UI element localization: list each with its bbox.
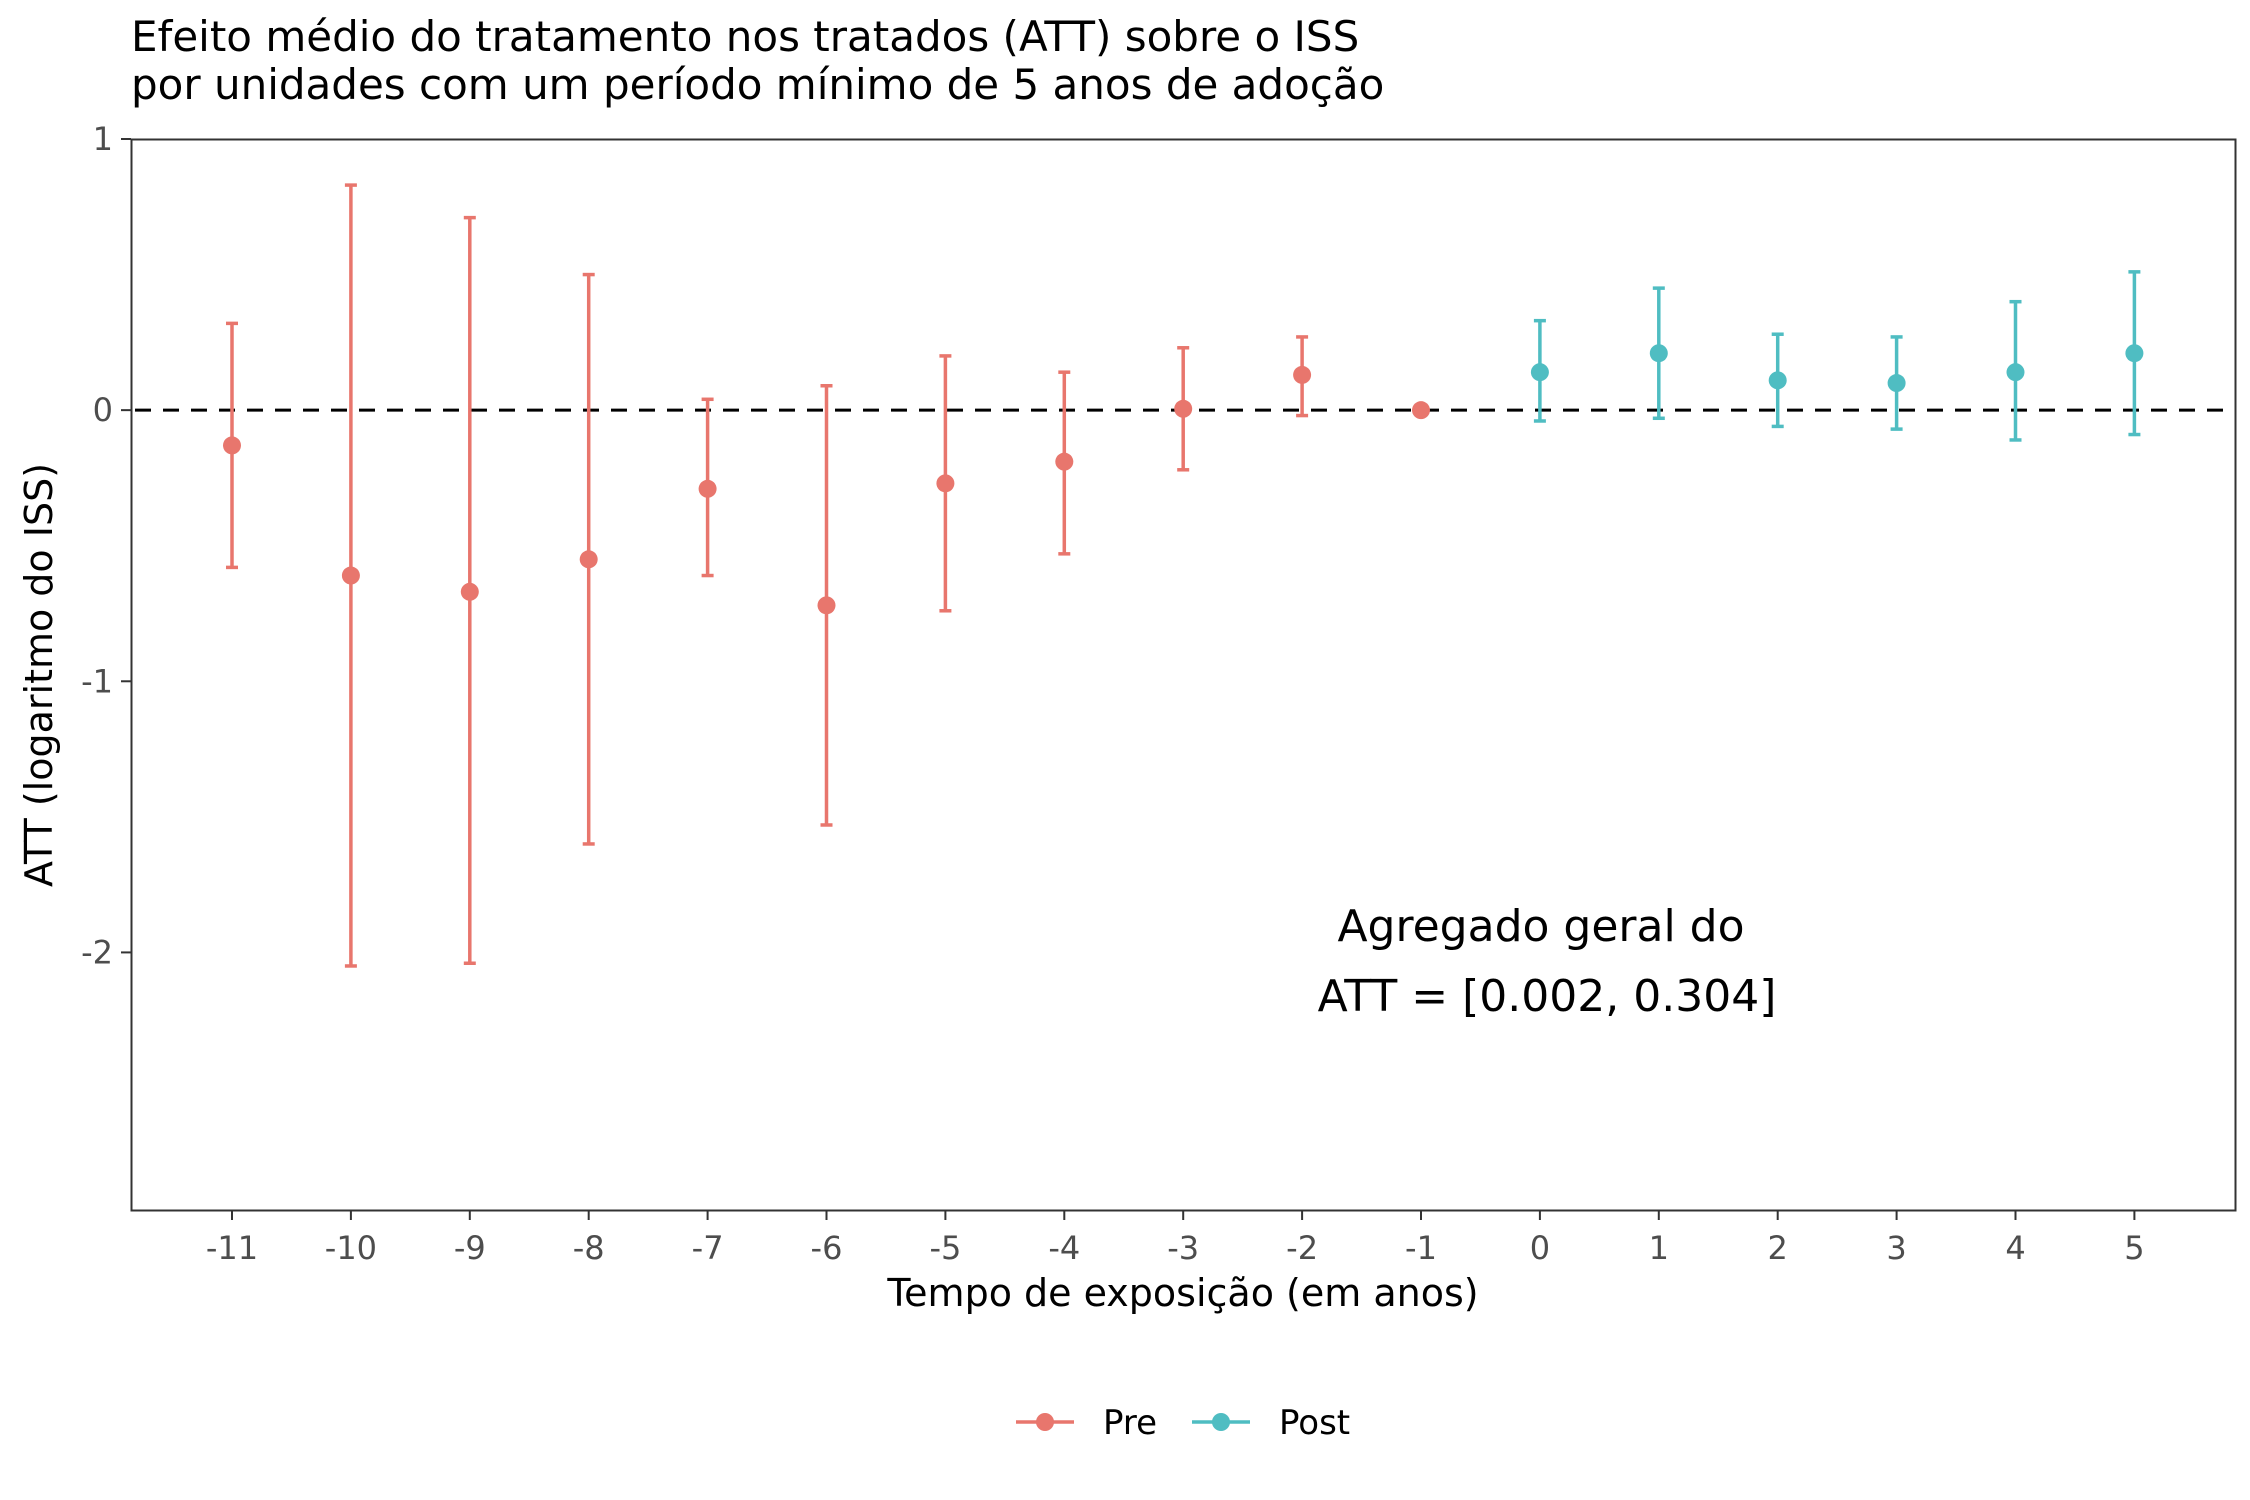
point-pre	[817, 596, 836, 615]
point-pre	[341, 566, 360, 585]
point-post	[1530, 363, 1549, 382]
point-post	[2125, 344, 2144, 363]
legend: Pre Post	[1016, 1403, 1350, 1443]
point-pre	[579, 550, 598, 569]
x-tick-label: -11	[206, 1229, 258, 1267]
x-tick-label: -4	[1048, 1229, 1080, 1267]
x-tick-label: -9	[454, 1229, 486, 1267]
x-tick-label: -1	[1405, 1229, 1437, 1267]
y-tick-label: -1	[81, 662, 113, 700]
legend-key-point	[1212, 1413, 1230, 1431]
point-pre	[223, 436, 241, 455]
x-tick-label: -6	[811, 1229, 843, 1267]
point-post	[1768, 371, 1787, 390]
x-tick-label: -7	[692, 1229, 724, 1267]
point-pre	[1174, 399, 1193, 418]
x-tick-label: -2	[1286, 1229, 1318, 1267]
x-axis: -11 -10 -9 -8 -7 -6 -5 -4 -3 -2 -1 0 1 2 3 4 5	[206, 1210, 2145, 1267]
y-tick-label: -2	[81, 933, 113, 971]
x-tick-label: -10	[325, 1229, 377, 1267]
x-tick-label: 4	[2005, 1229, 2025, 1267]
y-axis-title: ATT (logaritmo do ISS)	[17, 463, 61, 887]
x-tick-label: -5	[929, 1229, 961, 1267]
x-tick-label: -8	[573, 1229, 605, 1267]
data-marks	[223, 183, 2144, 968]
point-pre	[698, 479, 717, 498]
point-pre	[1055, 452, 1074, 471]
legend-label: Pre	[1103, 1403, 1157, 1443]
chart-subtitle: por unidades com um período mínimo de 5 …	[131, 60, 1385, 109]
x-tick-label: 2	[1768, 1229, 1788, 1267]
legend-item-pre: Pre	[1016, 1403, 1157, 1443]
plot-panel	[130, 138, 2237, 1212]
y-tick-label: 1	[93, 120, 113, 158]
point-pre	[936, 474, 955, 493]
legend-label: Post	[1279, 1403, 1350, 1443]
x-tick-label: -3	[1167, 1229, 1199, 1267]
point-pre	[460, 582, 479, 601]
y-tick-label: 0	[93, 391, 113, 429]
point-pre	[1293, 365, 1312, 384]
point-post	[1649, 344, 1668, 363]
chart-title: Efeito médio do tratamento nos tratados …	[131, 12, 1360, 61]
x-tick-label: 0	[1530, 1229, 1550, 1267]
x-tick-label: 5	[2124, 1229, 2144, 1267]
x-tick-label: 1	[1649, 1229, 1669, 1267]
legend-key-point	[1036, 1413, 1054, 1431]
x-tick-label: 3	[1886, 1229, 1906, 1267]
legend-item-post: Post	[1192, 1403, 1350, 1443]
y-axis: 1 0 -1 -2	[81, 120, 131, 971]
annotation-line-1: Agregado geral do	[1337, 901, 1744, 952]
x-axis-title: Tempo de exposição (em anos)	[886, 1271, 1478, 1315]
point-post	[2006, 363, 2025, 382]
point-pre	[1412, 401, 1430, 420]
point-post	[1887, 374, 1906, 393]
annotation-line-2: ATT = [0.002, 0.304]	[1318, 971, 1777, 1022]
